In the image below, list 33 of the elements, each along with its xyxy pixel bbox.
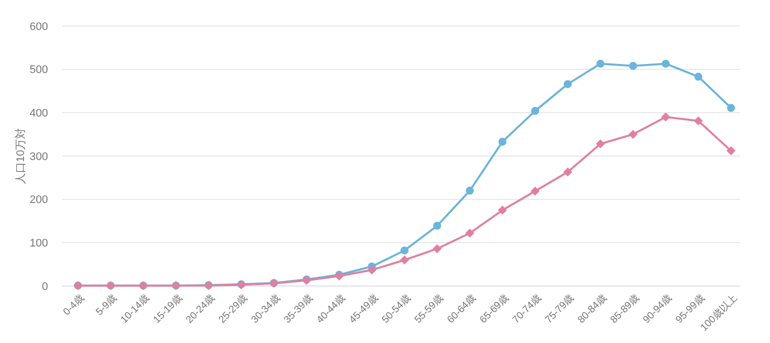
x-tick-label: 5-9歳 xyxy=(93,292,120,318)
point xyxy=(531,106,540,115)
point xyxy=(629,62,638,70)
x-tick-label: 0-4歳 xyxy=(60,292,87,318)
point xyxy=(367,265,376,274)
point xyxy=(498,206,507,215)
point xyxy=(563,168,572,177)
y-tick-label: 400 xyxy=(30,108,48,120)
y-tick-label: 500 xyxy=(30,64,48,76)
point xyxy=(694,72,702,81)
point xyxy=(628,130,638,139)
point xyxy=(596,139,605,148)
point xyxy=(694,116,703,126)
point xyxy=(498,138,506,146)
point xyxy=(596,60,604,68)
point xyxy=(400,246,408,254)
point xyxy=(432,244,442,254)
y-axis-title: 人口10万対 xyxy=(14,128,27,184)
point xyxy=(530,186,540,196)
point xyxy=(726,146,736,156)
point xyxy=(564,80,572,88)
point xyxy=(400,256,409,264)
y-tick-label: 0 xyxy=(42,280,48,293)
y-tick-label: 200 xyxy=(30,194,48,206)
point xyxy=(466,186,474,195)
y-tick-label: 100 xyxy=(30,238,48,250)
point xyxy=(433,222,442,230)
point xyxy=(662,60,670,68)
point xyxy=(661,112,670,122)
point xyxy=(465,228,474,238)
y-tick-label: 300 xyxy=(30,150,48,163)
y-tick-label: 600 xyxy=(30,20,48,33)
point xyxy=(727,104,735,112)
